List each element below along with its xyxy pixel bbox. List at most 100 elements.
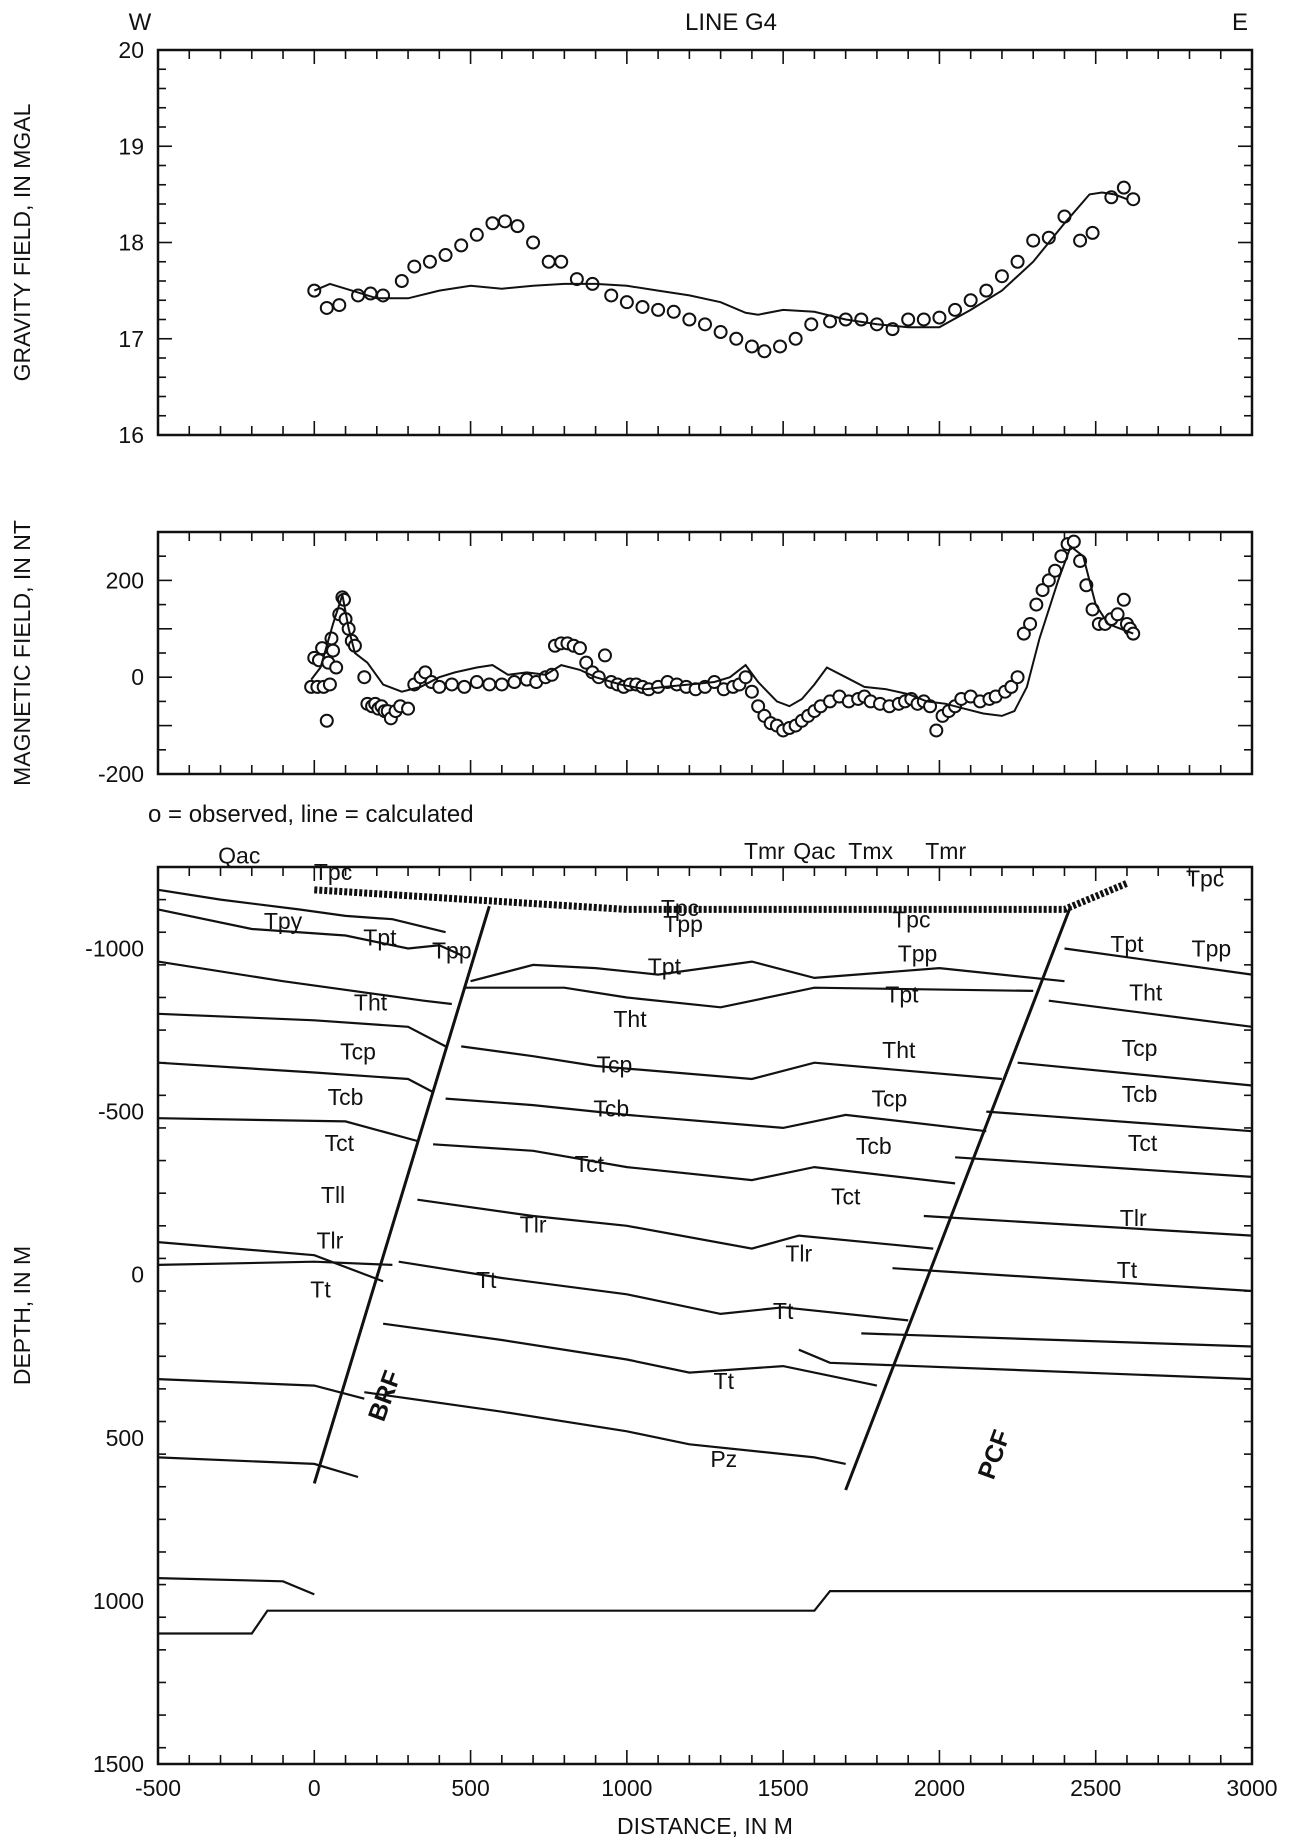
observed-point	[1126, 192, 1141, 207]
observed-point	[454, 238, 469, 253]
observed-point	[994, 269, 1009, 284]
brf-fault-trace	[312, 905, 491, 1484]
observed-point	[469, 675, 484, 690]
fault-label: BRF	[363, 1367, 407, 1425]
observed-point	[444, 677, 459, 692]
observed-point	[597, 648, 612, 663]
unit-label: Tpt	[648, 954, 682, 980]
x-tick-label: 2000	[914, 1775, 965, 1801]
contact-line	[1017, 1061, 1253, 1087]
unit-label: Tpc	[314, 859, 352, 885]
observed-point	[651, 302, 666, 317]
unit-label: Tpc	[1186, 866, 1224, 892]
observed-point	[319, 300, 334, 315]
y-tick-label: 1500	[93, 1751, 144, 1777]
unit-label: Tt	[1117, 1257, 1138, 1283]
observed-point	[744, 684, 759, 699]
unit-label: Tpy	[264, 908, 303, 934]
unit-label: Tt	[773, 1298, 794, 1324]
unit-label: Tht	[354, 990, 388, 1016]
observed-point	[432, 679, 447, 694]
observed-point	[497, 214, 512, 229]
observed-point	[948, 302, 963, 317]
observed-point	[1066, 534, 1081, 549]
observed-point	[932, 310, 947, 325]
y-tick-label: -200	[98, 761, 144, 787]
observed-point	[713, 325, 728, 340]
contact-line	[861, 1332, 1253, 1348]
observed-point	[635, 299, 650, 314]
observed-point	[422, 254, 437, 269]
observed-point	[682, 312, 697, 327]
observed-point	[1010, 254, 1025, 269]
fault-label: PCF	[973, 1426, 1016, 1483]
unit-label: Tlr	[520, 1211, 547, 1237]
observed-point	[1035, 583, 1050, 598]
y-tick-label: 17	[118, 326, 144, 352]
observed-point	[1023, 616, 1038, 631]
contact-line	[470, 960, 1065, 983]
observed-point	[307, 283, 322, 298]
y-tick-label: -1000	[85, 936, 144, 962]
unit-label: Tmr	[744, 838, 785, 864]
y-axis-label: GRAVITY FIELD, IN MGAL	[9, 103, 35, 381]
unit-label: Tlr	[1120, 1205, 1147, 1231]
unit-label: Tpt	[1110, 931, 1144, 957]
contact-line	[1048, 999, 1253, 1028]
unit-label: Tcp	[596, 1052, 632, 1078]
x-tick-label: 1000	[601, 1775, 652, 1801]
ground-surface	[314, 880, 1129, 913]
figure-header: W LINE G4 E	[129, 9, 1248, 36]
unit-label: Tct	[1128, 1130, 1158, 1156]
observed-point	[901, 312, 916, 327]
observed-point	[1116, 592, 1131, 607]
x-tick-label: 2500	[1070, 1775, 1121, 1801]
unit-label: Tpt	[885, 981, 919, 1007]
unit-label: Tcb	[328, 1084, 364, 1110]
contact-line	[382, 1322, 878, 1387]
unit-label: Tpp	[432, 937, 472, 963]
y-tick-label: 20	[118, 37, 144, 63]
unit-label: Tcp	[1122, 1035, 1158, 1061]
unit-label: Qac	[793, 838, 835, 864]
contact-line	[892, 1267, 1253, 1293]
observed-point	[757, 344, 772, 359]
observed-point	[319, 713, 334, 728]
observed-point	[482, 677, 497, 692]
observed-point	[804, 317, 819, 332]
observed-point	[569, 272, 584, 287]
west-label: W	[129, 9, 152, 36]
observed-point	[1026, 233, 1041, 248]
observed-point	[979, 283, 994, 298]
unit-label: Tt	[714, 1368, 735, 1394]
x-tick-label: 0	[308, 1775, 321, 1801]
observed-point	[1057, 209, 1072, 224]
observed-point	[510, 219, 525, 234]
observed-series	[304, 534, 1141, 738]
observed-point	[322, 677, 337, 692]
unit-label: Tct	[325, 1130, 355, 1156]
contact-line	[157, 1260, 393, 1266]
unit-label: Tt	[476, 1267, 497, 1293]
observed-point	[469, 227, 484, 242]
contact-line	[364, 1391, 846, 1465]
observed-point	[357, 670, 372, 685]
unit-label: Tlr	[317, 1228, 344, 1254]
observed-point	[376, 288, 391, 303]
plot-frame	[156, 48, 1254, 437]
contact-line	[157, 888, 446, 934]
y-tick-label: 200	[106, 567, 144, 593]
observed-point	[916, 312, 931, 327]
unit-labels: Qac Tpc Tpy Tpt Tpp Tht Tcp Tcb Tct Tll Tlr Tt Tpc Tp…	[218, 838, 1231, 1472]
observed-point	[604, 288, 619, 303]
observed-point	[1010, 670, 1025, 685]
observed-point	[572, 641, 587, 656]
plot-frame	[156, 865, 1254, 1766]
unit-label: Tll	[321, 1182, 345, 1208]
unit-label: Pz	[710, 1446, 737, 1472]
contact-line	[955, 1156, 1253, 1178]
observed-point	[738, 670, 753, 685]
contact-line	[157, 1061, 434, 1094]
gravity-panel: 16 17 18 19 20 GRAVITY FIELD, IN MGAL	[9, 37, 1254, 448]
contact-line	[157, 908, 462, 957]
